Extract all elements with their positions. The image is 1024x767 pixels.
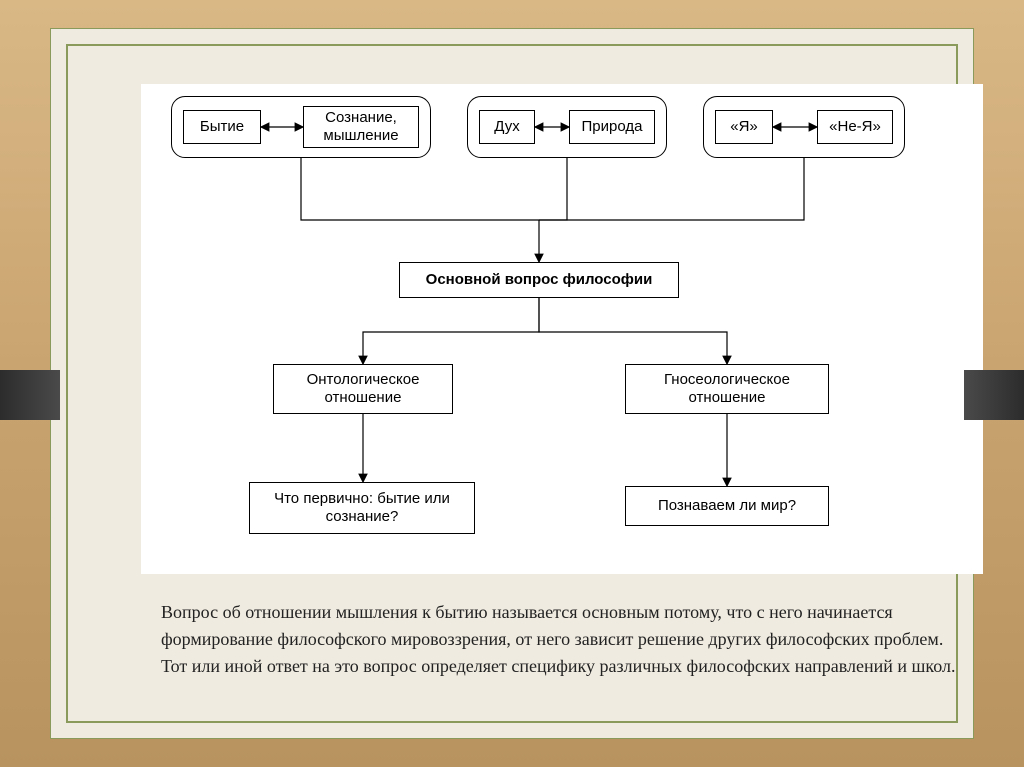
node-main-question: Основной вопрос философии xyxy=(399,262,679,298)
node-ontological: Онтологическое отношение xyxy=(273,364,453,414)
node-ego: «Я» xyxy=(715,110,773,144)
node-being: Бытие xyxy=(183,110,261,144)
diagram-panel: Бытие Сознание, мышление Дух Природа «Я»… xyxy=(141,84,983,574)
decorative-tab-left xyxy=(0,370,60,420)
decorative-tab-right xyxy=(964,370,1024,420)
explanatory-paragraph: Вопрос об отношении мышления к бытию наз… xyxy=(161,599,961,680)
node-consciousness: Сознание, мышление xyxy=(303,106,419,148)
node-primary: Что первично: бытие или сознание? xyxy=(249,482,475,534)
node-gnoseological: Гносеологическое отношение xyxy=(625,364,829,414)
node-nonego: «Не-Я» xyxy=(817,110,893,144)
node-knowable: Познаваем ли мир? xyxy=(625,486,829,526)
node-spirit: Дух xyxy=(479,110,535,144)
node-nature: Природа xyxy=(569,110,655,144)
slide-frame: Бытие Сознание, мышление Дух Природа «Я»… xyxy=(50,28,974,739)
